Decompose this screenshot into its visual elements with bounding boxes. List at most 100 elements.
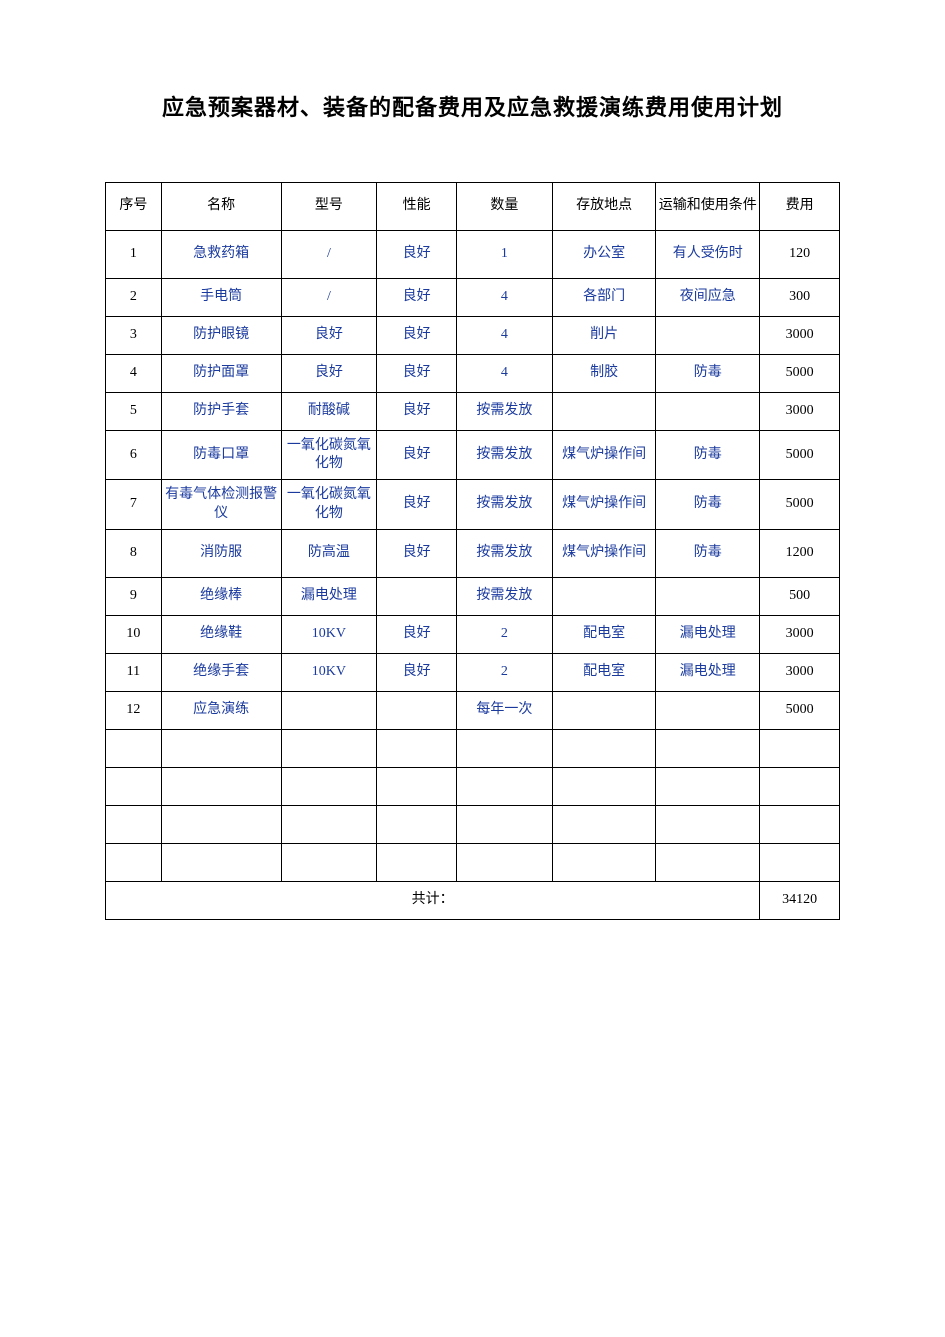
cell-cost: 5000 bbox=[760, 480, 840, 529]
cell-empty bbox=[106, 843, 162, 881]
cell-loc: 各部门 bbox=[552, 279, 656, 317]
cell-cost: 1200 bbox=[760, 529, 840, 577]
cell-model: 一氧化碳氮氧化物 bbox=[281, 480, 377, 529]
cell-empty bbox=[377, 767, 457, 805]
cell-loc: 配电室 bbox=[552, 653, 656, 691]
cell-name: 急救药箱 bbox=[161, 231, 281, 279]
cell-empty bbox=[377, 843, 457, 881]
cell-cost: 5000 bbox=[760, 691, 840, 729]
cell-loc: 煤气炉操作间 bbox=[552, 529, 656, 577]
cell-seq: 10 bbox=[106, 615, 162, 653]
cell-perf bbox=[377, 577, 457, 615]
col-header-seq: 序号 bbox=[106, 183, 162, 231]
cell-cond: 防毒 bbox=[656, 480, 760, 529]
page-title: 应急预案器材、装备的配备费用及应急救援演练费用使用计划 bbox=[105, 90, 840, 122]
cell-model: 10KV bbox=[281, 615, 377, 653]
cell-name: 消防服 bbox=[161, 529, 281, 577]
table-row: 12应急演练 每年一次 5000 bbox=[106, 691, 840, 729]
cell-qty: 按需发放 bbox=[457, 480, 553, 529]
table-row: 1急救药箱/良好1办公室有人受伤时120 bbox=[106, 231, 840, 279]
col-header-model: 型号 bbox=[281, 183, 377, 231]
cell-loc: 办公室 bbox=[552, 231, 656, 279]
cell-seq: 7 bbox=[106, 480, 162, 529]
table-total-row: 共计：34120 bbox=[106, 881, 840, 919]
cell-model: 防高温 bbox=[281, 529, 377, 577]
cell-cond bbox=[656, 393, 760, 431]
cell-cond bbox=[656, 577, 760, 615]
table-row: 5防护手套耐酸碱良好按需发放3000 bbox=[106, 393, 840, 431]
cell-model bbox=[281, 691, 377, 729]
cell-empty bbox=[552, 767, 656, 805]
cell-qty: 每年一次 bbox=[457, 691, 553, 729]
cell-empty bbox=[281, 843, 377, 881]
table-row-empty bbox=[106, 729, 840, 767]
table-row: 8消防服防高温良好按需发放煤气炉操作间防毒1200 bbox=[106, 529, 840, 577]
col-header-name: 名称 bbox=[161, 183, 281, 231]
cell-cond: 漏电处理 bbox=[656, 615, 760, 653]
cell-cost: 3000 bbox=[760, 653, 840, 691]
cell-qty: 按需发放 bbox=[457, 577, 553, 615]
cell-model: 耐酸碱 bbox=[281, 393, 377, 431]
cell-perf: 良好 bbox=[377, 231, 457, 279]
cell-empty bbox=[457, 843, 553, 881]
cell-name: 绝缘手套 bbox=[161, 653, 281, 691]
cell-cost: 500 bbox=[760, 577, 840, 615]
cell-empty bbox=[760, 805, 840, 843]
cell-name: 防毒口罩 bbox=[161, 431, 281, 480]
cell-loc bbox=[552, 393, 656, 431]
cell-qty: 4 bbox=[457, 317, 553, 355]
cell-empty bbox=[760, 729, 840, 767]
cell-cost: 3000 bbox=[760, 317, 840, 355]
cell-empty bbox=[161, 805, 281, 843]
cell-empty bbox=[161, 729, 281, 767]
cell-cond bbox=[656, 691, 760, 729]
total-label: 共计： bbox=[106, 881, 760, 919]
cell-perf: 良好 bbox=[377, 529, 457, 577]
col-header-perf: 性能 bbox=[377, 183, 457, 231]
cell-empty bbox=[552, 843, 656, 881]
cell-qty: 4 bbox=[457, 355, 553, 393]
cell-cond: 夜间应急 bbox=[656, 279, 760, 317]
cell-perf: 良好 bbox=[377, 615, 457, 653]
cell-name: 有毒气体检测报警仪 bbox=[161, 480, 281, 529]
cell-name: 防护面罩 bbox=[161, 355, 281, 393]
cell-seq: 2 bbox=[106, 279, 162, 317]
cell-empty bbox=[656, 767, 760, 805]
cell-model: / bbox=[281, 279, 377, 317]
cell-cond: 漏电处理 bbox=[656, 653, 760, 691]
cell-empty bbox=[377, 729, 457, 767]
cell-loc: 煤气炉操作间 bbox=[552, 480, 656, 529]
cell-loc: 削片 bbox=[552, 317, 656, 355]
cell-empty bbox=[552, 805, 656, 843]
table-row: 4防护面罩良好良好4制胶防毒5000 bbox=[106, 355, 840, 393]
cell-qty: 4 bbox=[457, 279, 553, 317]
cell-name: 应急演练 bbox=[161, 691, 281, 729]
cell-seq: 8 bbox=[106, 529, 162, 577]
cell-empty bbox=[161, 767, 281, 805]
cell-model: 10KV bbox=[281, 653, 377, 691]
cell-qty: 按需发放 bbox=[457, 393, 553, 431]
cell-model: 一氧化碳氮氧化物 bbox=[281, 431, 377, 480]
cell-seq: 6 bbox=[106, 431, 162, 480]
cell-empty bbox=[106, 767, 162, 805]
cell-cost: 3000 bbox=[760, 393, 840, 431]
table-row-empty bbox=[106, 843, 840, 881]
cell-cond: 防毒 bbox=[656, 431, 760, 480]
cell-seq: 12 bbox=[106, 691, 162, 729]
cell-empty bbox=[760, 843, 840, 881]
cell-seq: 4 bbox=[106, 355, 162, 393]
cell-empty bbox=[281, 767, 377, 805]
cell-name: 手电筒 bbox=[161, 279, 281, 317]
cell-loc: 制胶 bbox=[552, 355, 656, 393]
cell-model: / bbox=[281, 231, 377, 279]
cell-name: 防护眼镜 bbox=[161, 317, 281, 355]
cell-perf: 良好 bbox=[377, 431, 457, 480]
cell-loc: 煤气炉操作间 bbox=[552, 431, 656, 480]
cell-perf: 良好 bbox=[377, 279, 457, 317]
cell-empty bbox=[760, 767, 840, 805]
cell-seq: 11 bbox=[106, 653, 162, 691]
cell-seq: 5 bbox=[106, 393, 162, 431]
cell-qty: 按需发放 bbox=[457, 431, 553, 480]
cell-cond: 有人受伤时 bbox=[656, 231, 760, 279]
cell-cond bbox=[656, 317, 760, 355]
